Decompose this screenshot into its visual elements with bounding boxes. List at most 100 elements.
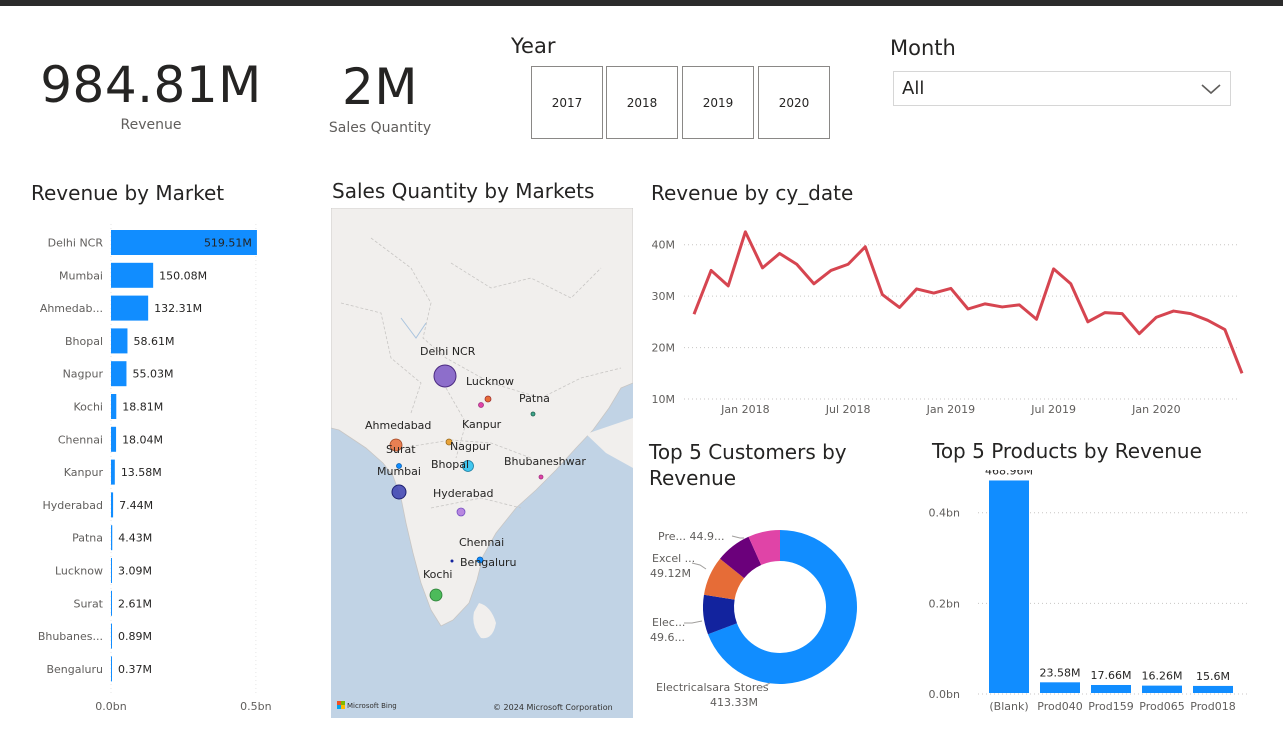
sales-quantity-map[interactable]: Delhi NCR Lucknow Patna Ahmedabad Kanpur… [331,208,633,718]
donut-slice [703,558,745,600]
market-data-label: 519.51M [204,237,252,250]
donut-leader-line [691,562,707,570]
market-data-label: 18.04M [122,433,163,446]
market-category-label: Bengaluru [46,663,103,676]
market-bar [111,525,113,551]
market-data-label: 150.08M [159,269,207,282]
products-y-tick-label: 0.4bn [929,507,960,520]
donut-label-elec-value: 49.6... [650,631,685,644]
line-y-tick-label: 10M [652,393,676,406]
bubble-patna [530,411,536,417]
market-category-label: Bhopal [65,335,103,348]
product-data-label: 16.26M [1142,670,1183,683]
market-data-label: 2.61M [118,597,152,610]
revenue-kpi-value: 984.81M [40,56,262,114]
map-land [331,208,633,627]
month-dropdown[interactable]: All [893,71,1231,106]
sales-quantity-kpi-value: 2M [342,58,418,116]
year-button-2020[interactable]: 2020 [758,66,830,139]
donut-label-excel: Excel ... [652,552,695,565]
map-label-nagpur: Nagpur [450,440,491,453]
market-bar [111,590,112,616]
donut-label-pre: Pre... 44.9... [658,530,724,543]
map-bubbles [389,364,544,602]
market-category-label: Kochi [74,401,103,414]
year-button-2018[interactable]: 2018 [606,66,678,139]
month-dropdown-value: All [902,78,925,99]
revenue-line-series [692,230,1244,374]
market-bar [111,492,114,518]
products-y-tick-label: 0.0bn [929,688,960,701]
revenue-kpi-label: Revenue [120,117,182,133]
sales-quantity-map-title: Sales Quantity by Markets [332,179,595,203]
revenue-by-market-chart[interactable]: 0.0bn 0.5bn Delhi NCR 519.51M Mumbai 150.08M A… [20,222,290,722]
bubble-surat [396,463,402,469]
market-category-label: Lucknow [55,565,103,578]
map-label-mumbai: Mumbai [377,465,421,478]
products-y-tick-label: 0.2bn [929,597,960,610]
revenue-by-date-chart[interactable]: 10M 20M 30M 40M Jan 2018 Jul 2018 Jan 2019 Jul … [640,226,1260,422]
map-label-bhubaneshwar: Bhubaneshwar [504,455,586,468]
year-button-2017[interactable]: 2017 [531,66,603,139]
map-label-delhi-ncr: Delhi NCR [420,345,476,358]
market-category-label: Mumbai [59,269,103,282]
market-bar [111,558,112,583]
market-bar [111,328,128,354]
bubble-bengaluru [450,559,454,563]
donut-label-electricalsara: Electricalsara Stores [656,681,769,694]
top-products-title: Top 5 Products by Revenue [932,439,1202,463]
map-land-east [586,418,633,468]
market-bar [111,623,112,649]
sales-quantity-kpi-label: Sales Quantity [328,120,432,136]
bing-logo-text: Microsoft Bing [347,702,397,710]
bubble-chennai [476,556,484,564]
market-bar [111,262,154,288]
bubble-hyderabad [456,507,466,517]
market-bar [111,394,117,419]
bubble-delhi-ncr [433,364,457,388]
market-category-label: Hyderabad [43,499,104,512]
market-bar [111,656,112,682]
map-label-hyderabad: Hyderabad [433,487,494,500]
product-category-label: (Blank) [989,700,1028,713]
market-data-label: 18.81M [122,401,163,414]
revenue-by-date-title: Revenue by cy_date [651,181,854,205]
market-x-tick-label: 0.5bn [240,700,271,713]
month-slicer-title: Month [890,36,956,60]
map-label-lucknow: Lucknow [466,375,514,388]
donut-label-excel-value: 49.12M [650,567,691,580]
top-customers-donut-chart[interactable]: Pre... 44.9... Excel ... 49.12M Elec... 49.6… [640,505,910,720]
map-sri-lanka [473,603,496,639]
product-bar [1142,685,1182,693]
market-category-label: Delhi NCR [48,237,104,250]
market-category-label: Kanpur [64,466,104,479]
map-label-patna: Patna [519,392,550,405]
top-products-chart[interactable]: 0.0bn 0.2bn 0.4bn 468.96M (Blank) 23.58M Prod0… [920,470,1260,720]
market-data-label: 0.37M [118,663,152,676]
donut-slice [748,530,780,566]
line-x-tick-label: Jul 2019 [1030,403,1076,416]
donut-leader-line [731,535,744,539]
map-label-chennai: Chennai [459,536,504,549]
map-city-labels: Delhi NCR Lucknow Patna Ahmedabad Kanpur… [365,345,586,581]
market-category-label: Ahmedab... [40,302,103,315]
market-data-label: 13.58M [121,466,162,479]
market-data-label: 55.03M [132,368,173,381]
bubble-nagpur [445,438,453,446]
year-button-2019[interactable]: 2019 [682,66,754,139]
donut-slice [703,594,737,635]
market-x-tick-label: 0.0bn [95,700,126,713]
market-bar [111,426,117,452]
bubble-kanpur [478,402,484,408]
donut-leader-line [759,682,771,689]
market-data-label: 7.44M [119,499,153,512]
market-bar [111,459,115,485]
product-category-label: Prod018 [1190,700,1235,713]
bubble-kochi [429,588,443,602]
market-bar [111,295,149,321]
map-label-kochi: Kochi [423,568,452,581]
market-category-label: Surat [73,597,103,610]
map-label-bengaluru: Bengaluru [460,556,517,569]
product-bar [1040,682,1080,693]
market-bar [111,230,257,255]
